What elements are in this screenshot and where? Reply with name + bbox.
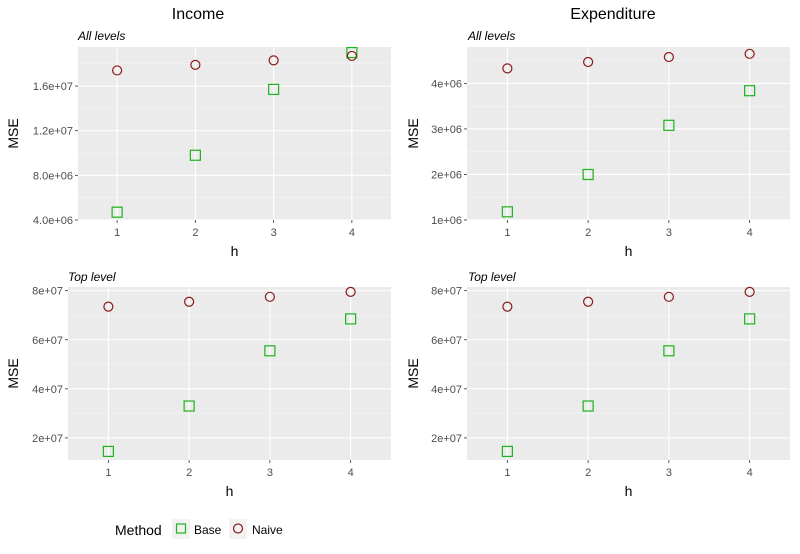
x-tick-label: 1	[105, 467, 111, 479]
panel-subtitle: Top level	[468, 270, 516, 284]
panel-subtitle: Top level	[68, 270, 116, 284]
legend-key-naive	[229, 519, 247, 539]
point-naive	[264, 291, 275, 302]
x-tick-label: 1	[504, 227, 510, 239]
y-tick-label: 1.6e+07	[33, 81, 73, 93]
panels-group: 4.0e+06 8.0e+06 1.2e+07 1.6e+07 1 2 3 4 All leve…	[5, 29, 790, 499]
panel-subtitle: All levels	[77, 29, 125, 43]
y-tick-label: 2e+06	[431, 169, 462, 181]
panel-1: 4.0e+06 8.0e+06 1.2e+07 1.6e+07 1 2 3 4 All leve…	[5, 29, 391, 259]
panel-background	[78, 47, 391, 220]
point-naive	[345, 286, 356, 298]
legend-key-base-bg	[172, 519, 190, 539]
y-tick-label: 4.0e+06	[33, 215, 73, 227]
panel-background	[68, 287, 391, 460]
legend-label-naive: Naive	[252, 523, 283, 537]
y-tick-label: 8.0e+06	[33, 170, 73, 182]
point-naive	[190, 59, 201, 70]
point-base	[582, 168, 594, 181]
point-naive	[502, 301, 513, 312]
point-base	[663, 119, 675, 131]
legend-key-naive-bg	[229, 519, 247, 539]
column-title-expenditure: Expenditure	[570, 6, 655, 23]
y-tick-label: 2e+07	[431, 433, 462, 445]
point-base	[663, 345, 675, 357]
legend-label-base: Base	[194, 523, 222, 537]
point-base	[744, 313, 756, 325]
point-base	[189, 149, 201, 161]
panel-background	[467, 287, 790, 460]
point-naive	[663, 51, 674, 63]
y-tick-label: 6e+07	[431, 335, 462, 347]
y-axis-title: MSE	[5, 358, 21, 388]
x-tick-label: 1	[114, 227, 120, 239]
point-naive	[583, 296, 594, 307]
x-tick-label: 3	[666, 467, 672, 479]
x-tick-label: 3	[666, 227, 672, 239]
point-base	[582, 400, 594, 412]
point-base	[501, 206, 513, 218]
x-tick-label: 4	[747, 227, 753, 239]
square-icon	[175, 523, 187, 534]
point-naive	[583, 56, 594, 68]
y-tick-label: 4e+06	[431, 78, 462, 90]
x-tick-label: 1	[504, 467, 510, 479]
panel-4: 2e+07 4e+07 6e+07 8e+07 1 2 3 4 Top level h MSE	[405, 270, 790, 499]
point-base	[346, 46, 358, 59]
point-base	[268, 83, 280, 96]
point-naive	[744, 48, 755, 59]
panel-2: 1e+06 2e+06 3e+06 4e+06 1 2 3 4 All levels h MSE	[405, 29, 790, 259]
y-axis-title: MSE	[405, 118, 421, 148]
x-tick-label: 2	[186, 467, 192, 479]
column-title-income: Income	[172, 6, 225, 23]
y-tick-label: 1.2e+07	[33, 126, 73, 138]
point-base	[102, 445, 114, 458]
legend-key-base	[172, 519, 190, 539]
y-tick-label: 1e+06	[431, 215, 462, 227]
x-tick-label: 2	[192, 227, 198, 239]
x-axis-title: h	[231, 243, 239, 259]
y-tick-label: 3e+06	[431, 124, 462, 136]
point-base	[183, 400, 195, 412]
x-tick-label: 3	[267, 467, 273, 479]
y-tick-label: 8e+07	[32, 286, 63, 298]
point-base	[501, 445, 513, 458]
point-naive	[744, 286, 755, 298]
y-tick-label: 2e+07	[32, 433, 63, 445]
y-tick-label: 4e+07	[431, 384, 462, 396]
panel-background	[467, 47, 790, 220]
y-tick-label: 4e+07	[32, 384, 63, 396]
point-naive	[184, 296, 195, 307]
legend: Method Base Naive	[115, 519, 283, 539]
point-naive	[346, 50, 357, 62]
legend-title: Method	[115, 522, 162, 538]
point-base	[111, 206, 123, 218]
x-axis-title: h	[226, 483, 234, 499]
x-tick-label: 2	[585, 467, 591, 479]
x-axis-title: h	[625, 483, 633, 499]
x-axis-title: h	[625, 243, 633, 259]
y-axis-title: MSE	[5, 118, 21, 148]
circle-icon	[232, 523, 244, 534]
x-tick-label: 4	[348, 467, 354, 479]
y-tick-label: 8e+07	[431, 286, 462, 298]
point-naive	[502, 63, 513, 74]
y-tick-label: 6e+07	[32, 335, 63, 347]
point-base	[345, 313, 357, 325]
point-base	[264, 345, 276, 357]
point-naive	[663, 291, 674, 302]
x-tick-label: 4	[747, 467, 753, 479]
point-base	[744, 85, 756, 97]
x-tick-label: 4	[349, 227, 355, 239]
point-naive	[112, 65, 123, 76]
x-tick-label: 3	[271, 227, 277, 239]
panel-subtitle: All levels	[467, 29, 515, 43]
point-naive	[103, 301, 114, 312]
x-tick-label: 2	[585, 227, 591, 239]
panel-3: 2e+07 4e+07 6e+07 8e+07 1 2 3 4 Top level h MSE	[5, 270, 391, 499]
point-naive	[268, 55, 279, 66]
y-axis-title: MSE	[405, 358, 421, 388]
